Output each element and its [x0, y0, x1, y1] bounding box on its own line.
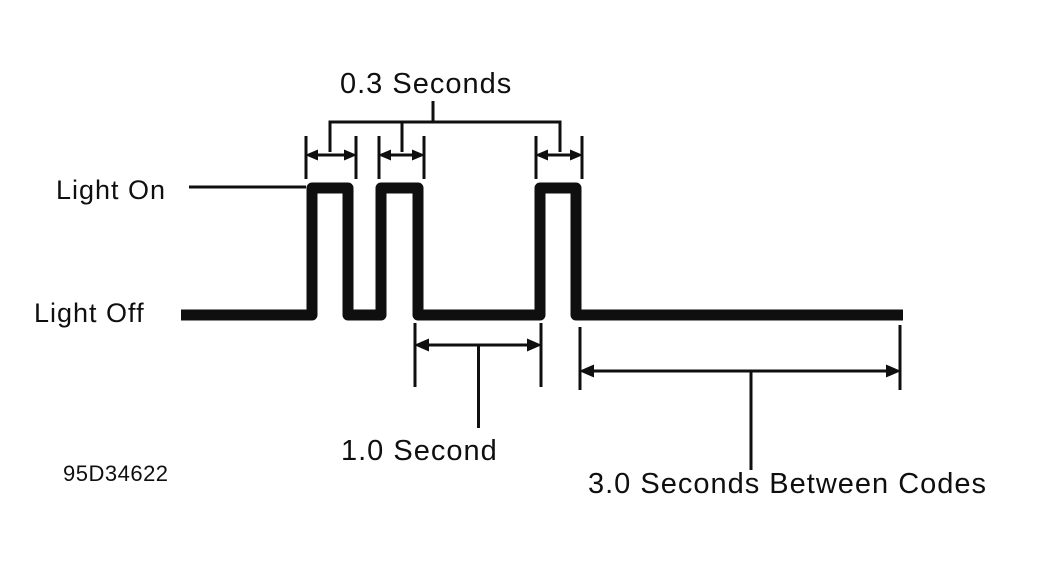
arrowhead-left — [535, 149, 548, 161]
signal-waveform — [181, 182, 903, 321]
pulse3-width-dimension — [534, 136, 584, 179]
figure-id: 95D34622 — [63, 461, 169, 486]
pulse-gap-dimension — [413, 323, 543, 428]
light-on-label: Light On — [56, 175, 167, 205]
arrowhead-right — [412, 149, 425, 161]
pulse2-width-dimension — [377, 136, 426, 179]
pulse-width-callout — [328, 101, 562, 152]
arrowhead-left — [579, 364, 594, 378]
arrowhead-right — [570, 149, 583, 161]
code-gap-label: 3.0 Seconds Between Codes — [588, 468, 988, 500]
arrowhead-left — [414, 338, 429, 352]
pulse-gap-label: 1.0 Second — [341, 435, 498, 467]
pulse-width-label: 0.3 Seconds — [340, 68, 513, 100]
arrowhead-right — [527, 338, 542, 352]
arrowhead-right — [344, 149, 357, 161]
pulse1-width-dimension — [304, 136, 358, 179]
arrowhead-right — [886, 364, 901, 378]
arrowhead-left — [378, 149, 391, 161]
code-gap-dimension — [578, 325, 902, 470]
light-off-label: Light Off — [34, 298, 145, 328]
waveform-path — [181, 182, 903, 321]
arrowhead-left — [305, 149, 318, 161]
